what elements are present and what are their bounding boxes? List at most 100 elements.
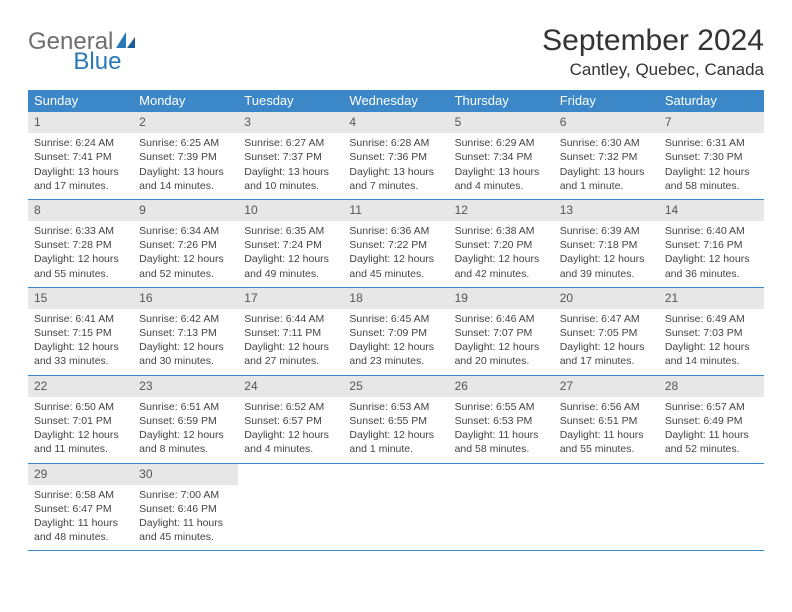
day-sr: Sunrise: 6:28 AM <box>349 136 442 150</box>
day-details: Sunrise: 6:29 AMSunset: 7:34 PMDaylight:… <box>449 133 554 199</box>
day-sr: Sunrise: 6:36 AM <box>349 224 442 238</box>
calendar-day: 12Sunrise: 6:38 AMSunset: 7:20 PMDayligh… <box>449 200 554 287</box>
day-d1: Daylight: 12 hours <box>244 428 337 442</box>
day-ss: Sunset: 6:46 PM <box>139 502 232 516</box>
day-number: 10 <box>238 200 343 221</box>
day-ss: Sunset: 7:30 PM <box>665 150 758 164</box>
day-d1: Daylight: 12 hours <box>34 428 127 442</box>
day-d2: and 52 minutes. <box>665 442 758 456</box>
day-d1: Daylight: 13 hours <box>34 165 127 179</box>
day-number: 23 <box>133 376 238 397</box>
day-d1: Daylight: 12 hours <box>665 165 758 179</box>
day-number: 21 <box>659 288 764 309</box>
brand-logo: General GenBlue <box>28 24 137 74</box>
day-sr: Sunrise: 6:58 AM <box>34 488 127 502</box>
day-d1: Daylight: 12 hours <box>139 252 232 266</box>
day-d1: Daylight: 12 hours <box>139 340 232 354</box>
day-number: 7 <box>659 112 764 133</box>
day-d2: and 45 minutes. <box>349 267 442 281</box>
calendar-day: 7Sunrise: 6:31 AMSunset: 7:30 PMDaylight… <box>659 112 764 199</box>
day-sr: Sunrise: 6:35 AM <box>244 224 337 238</box>
day-ss: Sunset: 7:07 PM <box>455 326 548 340</box>
calendar-day: 22Sunrise: 6:50 AMSunset: 7:01 PMDayligh… <box>28 376 133 463</box>
day-d1: Daylight: 13 hours <box>560 165 653 179</box>
day-number: 5 <box>449 112 554 133</box>
day-number: 1 <box>28 112 133 133</box>
day-d1: Daylight: 12 hours <box>349 252 442 266</box>
day-ss: Sunset: 7:09 PM <box>349 326 442 340</box>
day-d2: and 1 minute. <box>349 442 442 456</box>
day-details: Sunrise: 6:42 AMSunset: 7:13 PMDaylight:… <box>133 309 238 375</box>
day-details: Sunrise: 6:25 AMSunset: 7:39 PMDaylight:… <box>133 133 238 199</box>
calendar-day: 25Sunrise: 6:53 AMSunset: 6:55 PMDayligh… <box>343 376 448 463</box>
day-d1: Daylight: 12 hours <box>665 252 758 266</box>
day-details: Sunrise: 6:55 AMSunset: 6:53 PMDaylight:… <box>449 397 554 463</box>
day-details: Sunrise: 6:41 AMSunset: 7:15 PMDaylight:… <box>28 309 133 375</box>
location-label: Cantley, Quebec, Canada <box>542 60 764 80</box>
day-number: 22 <box>28 376 133 397</box>
day-ss: Sunset: 7:34 PM <box>455 150 548 164</box>
day-number: 14 <box>659 200 764 221</box>
day-d1: Daylight: 12 hours <box>349 340 442 354</box>
day-details: Sunrise: 6:49 AMSunset: 7:03 PMDaylight:… <box>659 309 764 375</box>
day-details: Sunrise: 6:53 AMSunset: 6:55 PMDaylight:… <box>343 397 448 463</box>
calendar-day: 20Sunrise: 6:47 AMSunset: 7:05 PMDayligh… <box>554 288 659 375</box>
calendar-day: 4Sunrise: 6:28 AMSunset: 7:36 PMDaylight… <box>343 112 448 199</box>
day-number: 17 <box>238 288 343 309</box>
calendar-day <box>659 464 764 551</box>
day-details: Sunrise: 6:57 AMSunset: 6:49 PMDaylight:… <box>659 397 764 463</box>
day-d2: and 14 minutes. <box>665 354 758 368</box>
calendar-week: 22Sunrise: 6:50 AMSunset: 7:01 PMDayligh… <box>28 376 764 464</box>
day-sr: Sunrise: 6:47 AM <box>560 312 653 326</box>
day-d1: Daylight: 12 hours <box>560 252 653 266</box>
day-d2: and 4 minutes. <box>455 179 548 193</box>
day-d1: Daylight: 12 hours <box>560 340 653 354</box>
day-d2: and 33 minutes. <box>34 354 127 368</box>
day-ss: Sunset: 6:59 PM <box>139 414 232 428</box>
day-d2: and 17 minutes. <box>34 179 127 193</box>
calendar-day: 1Sunrise: 6:24 AMSunset: 7:41 PMDaylight… <box>28 112 133 199</box>
day-details: Sunrise: 6:46 AMSunset: 7:07 PMDaylight:… <box>449 309 554 375</box>
day-d2: and 1 minute. <box>560 179 653 193</box>
dow-monday: Monday <box>133 90 238 112</box>
dow-friday: Friday <box>554 90 659 112</box>
day-ss: Sunset: 7:01 PM <box>34 414 127 428</box>
day-d2: and 10 minutes. <box>244 179 337 193</box>
day-details: Sunrise: 6:40 AMSunset: 7:16 PMDaylight:… <box>659 221 764 287</box>
calendar-day: 8Sunrise: 6:33 AMSunset: 7:28 PMDaylight… <box>28 200 133 287</box>
day-d1: Daylight: 11 hours <box>139 516 232 530</box>
day-number: 26 <box>449 376 554 397</box>
day-sr: Sunrise: 6:56 AM <box>560 400 653 414</box>
day-number: 30 <box>133 464 238 485</box>
day-ss: Sunset: 7:15 PM <box>34 326 127 340</box>
calendar-day: 24Sunrise: 6:52 AMSunset: 6:57 PMDayligh… <box>238 376 343 463</box>
calendar-day: 19Sunrise: 6:46 AMSunset: 7:07 PMDayligh… <box>449 288 554 375</box>
day-d1: Daylight: 12 hours <box>665 340 758 354</box>
day-d2: and 55 minutes. <box>560 442 653 456</box>
day-sr: Sunrise: 6:46 AM <box>455 312 548 326</box>
calendar-day: 6Sunrise: 6:30 AMSunset: 7:32 PMDaylight… <box>554 112 659 199</box>
day-sr: Sunrise: 6:57 AM <box>665 400 758 414</box>
day-number: 25 <box>343 376 448 397</box>
day-number: 19 <box>449 288 554 309</box>
calendar-day: 28Sunrise: 6:57 AMSunset: 6:49 PMDayligh… <box>659 376 764 463</box>
day-d2: and 30 minutes. <box>139 354 232 368</box>
day-d2: and 27 minutes. <box>244 354 337 368</box>
day-ss: Sunset: 7:18 PM <box>560 238 653 252</box>
calendar-day: 3Sunrise: 6:27 AMSunset: 7:37 PMDaylight… <box>238 112 343 199</box>
calendar-day: 13Sunrise: 6:39 AMSunset: 7:18 PMDayligh… <box>554 200 659 287</box>
day-number: 29 <box>28 464 133 485</box>
day-d2: and 42 minutes. <box>455 267 548 281</box>
calendar-day: 21Sunrise: 6:49 AMSunset: 7:03 PMDayligh… <box>659 288 764 375</box>
calendar-day: 30Sunrise: 7:00 AMSunset: 6:46 PMDayligh… <box>133 464 238 551</box>
day-d1: Daylight: 12 hours <box>455 340 548 354</box>
day-sr: Sunrise: 6:44 AM <box>244 312 337 326</box>
day-sr: Sunrise: 6:42 AM <box>139 312 232 326</box>
day-details: Sunrise: 6:58 AMSunset: 6:47 PMDaylight:… <box>28 485 133 551</box>
day-details: Sunrise: 6:45 AMSunset: 7:09 PMDaylight:… <box>343 309 448 375</box>
day-ss: Sunset: 7:28 PM <box>34 238 127 252</box>
day-number: 12 <box>449 200 554 221</box>
day-details: Sunrise: 6:56 AMSunset: 6:51 PMDaylight:… <box>554 397 659 463</box>
dow-sunday: Sunday <box>28 90 133 112</box>
day-sr: Sunrise: 6:55 AM <box>455 400 548 414</box>
